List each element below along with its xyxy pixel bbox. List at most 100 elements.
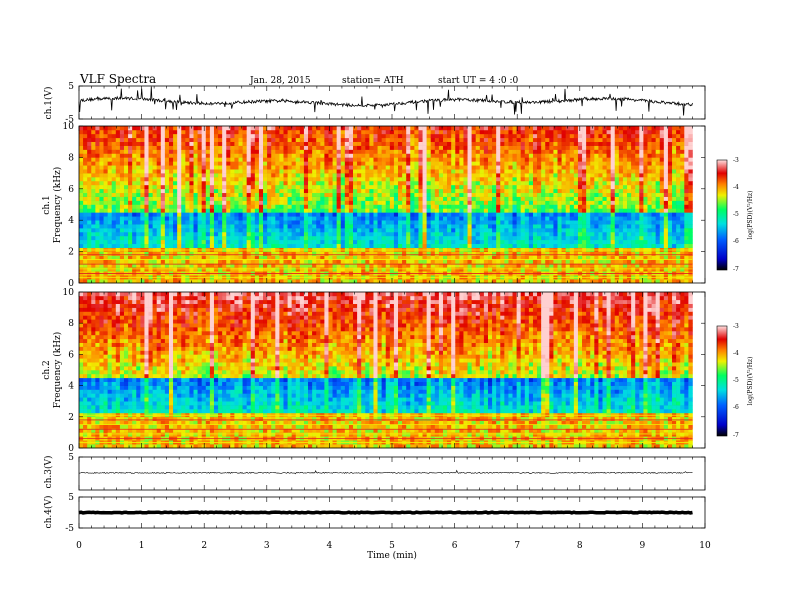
ch1-spectrogram-cell xyxy=(136,177,141,182)
ch1-spectrogram-cell xyxy=(402,220,407,225)
ch1-spectrogram-cell xyxy=(160,251,166,256)
ch1-spectrogram-cell xyxy=(123,149,129,154)
ch1-spectrogram-cell xyxy=(471,204,477,209)
ch1-spectrogram-cell xyxy=(557,177,562,182)
ch1-spectrogram-cell xyxy=(389,137,395,142)
ch1-spectrogram-cell xyxy=(254,255,260,260)
ch1-spectrogram-cell xyxy=(459,157,464,162)
ch1-spectrogram-cell xyxy=(205,141,211,146)
ch1-spectrogram-cell xyxy=(422,165,427,170)
ch1-spectrogram-cell xyxy=(324,228,329,233)
ch1-spectrogram-cell xyxy=(487,224,493,229)
ch1-spectrogram-cell xyxy=(373,153,378,158)
ch1-spectrogram-cell xyxy=(303,137,309,142)
ch1-spectrogram-cell xyxy=(136,263,141,268)
ch1-spectrogram-cell xyxy=(99,216,104,221)
ch1-spectrogram-cell xyxy=(193,141,198,146)
ch1-spectrogram-cell xyxy=(414,259,419,264)
ch1-spectrogram-cell xyxy=(451,267,456,272)
ch1-spectrogram-cell xyxy=(152,255,158,260)
ch1-spectrogram-cell xyxy=(410,133,415,139)
ch1-spectrogram-cell xyxy=(238,279,243,284)
ch1-spectrogram-cell xyxy=(471,196,477,201)
ch1-spectrogram-cell xyxy=(111,157,117,162)
ch1-spectrogram-cell xyxy=(181,279,186,284)
ch1-spectrogram-cell xyxy=(238,235,243,241)
ch1-spectrogram-cell xyxy=(381,200,387,205)
ch1-spectrogram-cell xyxy=(512,173,517,178)
ch1-spectrogram-cell xyxy=(336,208,342,213)
ch1-spectrogram-cell xyxy=(537,279,542,284)
ch1-spectrogram-cell xyxy=(467,263,472,268)
ch1-spectrogram-cell xyxy=(91,200,96,205)
ch1-spectrogram-cell xyxy=(238,231,243,237)
ch1-spectrogram-cell xyxy=(528,243,534,248)
ch1-spectrogram-cell xyxy=(402,208,407,213)
ch1-spectrogram-cell xyxy=(263,279,268,284)
ch1-spectrogram-cell xyxy=(197,220,202,225)
ch1-spectrogram-cell xyxy=(181,192,186,197)
ch1-spectrogram-cell xyxy=(140,239,145,245)
ch1-spectrogram-cell xyxy=(115,224,121,229)
ch1-spectrogram-cell xyxy=(164,243,170,248)
ch1-spectrogram-cell xyxy=(99,165,104,170)
ch1-spectrogram-cell xyxy=(357,231,362,237)
ch1-spectrogram-cell xyxy=(418,243,423,248)
ch1-spectrogram-cell xyxy=(430,228,436,233)
ch1-spectrogram-cell xyxy=(201,216,207,221)
ch1-spectrogram-cell xyxy=(275,255,280,260)
ch1-spectrogram-cell xyxy=(438,141,444,146)
ch1-spectrogram-cell xyxy=(479,177,485,182)
ch1-spectrogram-cell xyxy=(553,129,558,135)
ch1-spectrogram-cell xyxy=(295,224,301,229)
ch1-spectrogram-cell xyxy=(132,180,137,186)
ch1-spectrogram-cell xyxy=(87,251,92,256)
ch1-spectrogram-cell xyxy=(115,173,121,178)
ch1-spectrogram-cell xyxy=(156,228,162,233)
ch1-spectrogram-cell xyxy=(136,259,141,264)
ch1-spectrogram-cell xyxy=(299,279,305,284)
ch1-spectrogram-cell xyxy=(291,145,297,150)
ch1-spectrogram-cell xyxy=(365,169,370,174)
ch1-spectrogram-cell xyxy=(541,192,546,197)
ch1-spectrogram-cell xyxy=(250,157,256,162)
ch1-spectrogram-cell xyxy=(520,224,526,229)
ch1-spectrogram-cell xyxy=(348,243,354,248)
ch1-spectrogram-cell xyxy=(308,259,313,264)
ch1-spectrogram-cell xyxy=(492,208,497,213)
ch1-spectrogram-cell xyxy=(541,145,546,150)
ch1-spectrogram-cell xyxy=(275,145,280,150)
ch1-spectrogram-cell xyxy=(263,149,268,154)
ch1-spectrogram-cell xyxy=(434,204,440,209)
ch1-spectrogram-cell xyxy=(242,161,247,166)
ch1-spectrogram-cell xyxy=(553,204,558,209)
ch1-spectrogram-cell xyxy=(398,216,403,221)
ch1-spectrogram-cell xyxy=(520,255,526,260)
ch1-spectrogram-cell xyxy=(565,129,571,135)
ch1-spectrogram-cell xyxy=(283,279,288,284)
ch1-spectrogram-cell xyxy=(128,208,133,213)
ch1-spectrogram-cell xyxy=(393,204,399,209)
ch1-spectrogram-cell xyxy=(123,204,129,209)
ch1-spectrogram-cell xyxy=(361,279,366,284)
ch1-spectrogram-cell xyxy=(569,173,575,178)
ch1-spectrogram-cell xyxy=(344,126,350,131)
ch1-spectrogram-cell xyxy=(119,200,125,205)
ch1-spectrogram-cell xyxy=(422,228,427,233)
ch1-spectrogram-cell xyxy=(385,255,391,260)
ch1-spectrogram-cell xyxy=(144,212,149,217)
ch1-spectrogram-cell xyxy=(213,145,219,150)
ch1-spectrogram-cell xyxy=(140,259,145,264)
ch1-spectrogram-cell xyxy=(471,200,477,205)
ch1-spectrogram-cell xyxy=(463,133,468,139)
ch1-spectrogram-cell xyxy=(516,137,522,142)
ch1-spectrogram-cell xyxy=(365,200,370,205)
ch1-spectrogram-cell xyxy=(234,149,239,154)
ch1-spectrogram-cell xyxy=(524,153,530,158)
ch1-spectrogram-cell xyxy=(91,157,96,162)
ch1-spectrogram-cell xyxy=(218,196,223,201)
ch1-spectrogram-cell xyxy=(103,208,108,213)
ch1-spectrogram-cell xyxy=(357,188,362,194)
ch1-spectrogram-cell xyxy=(209,161,215,166)
ch1-spectrogram-cell xyxy=(422,149,427,154)
